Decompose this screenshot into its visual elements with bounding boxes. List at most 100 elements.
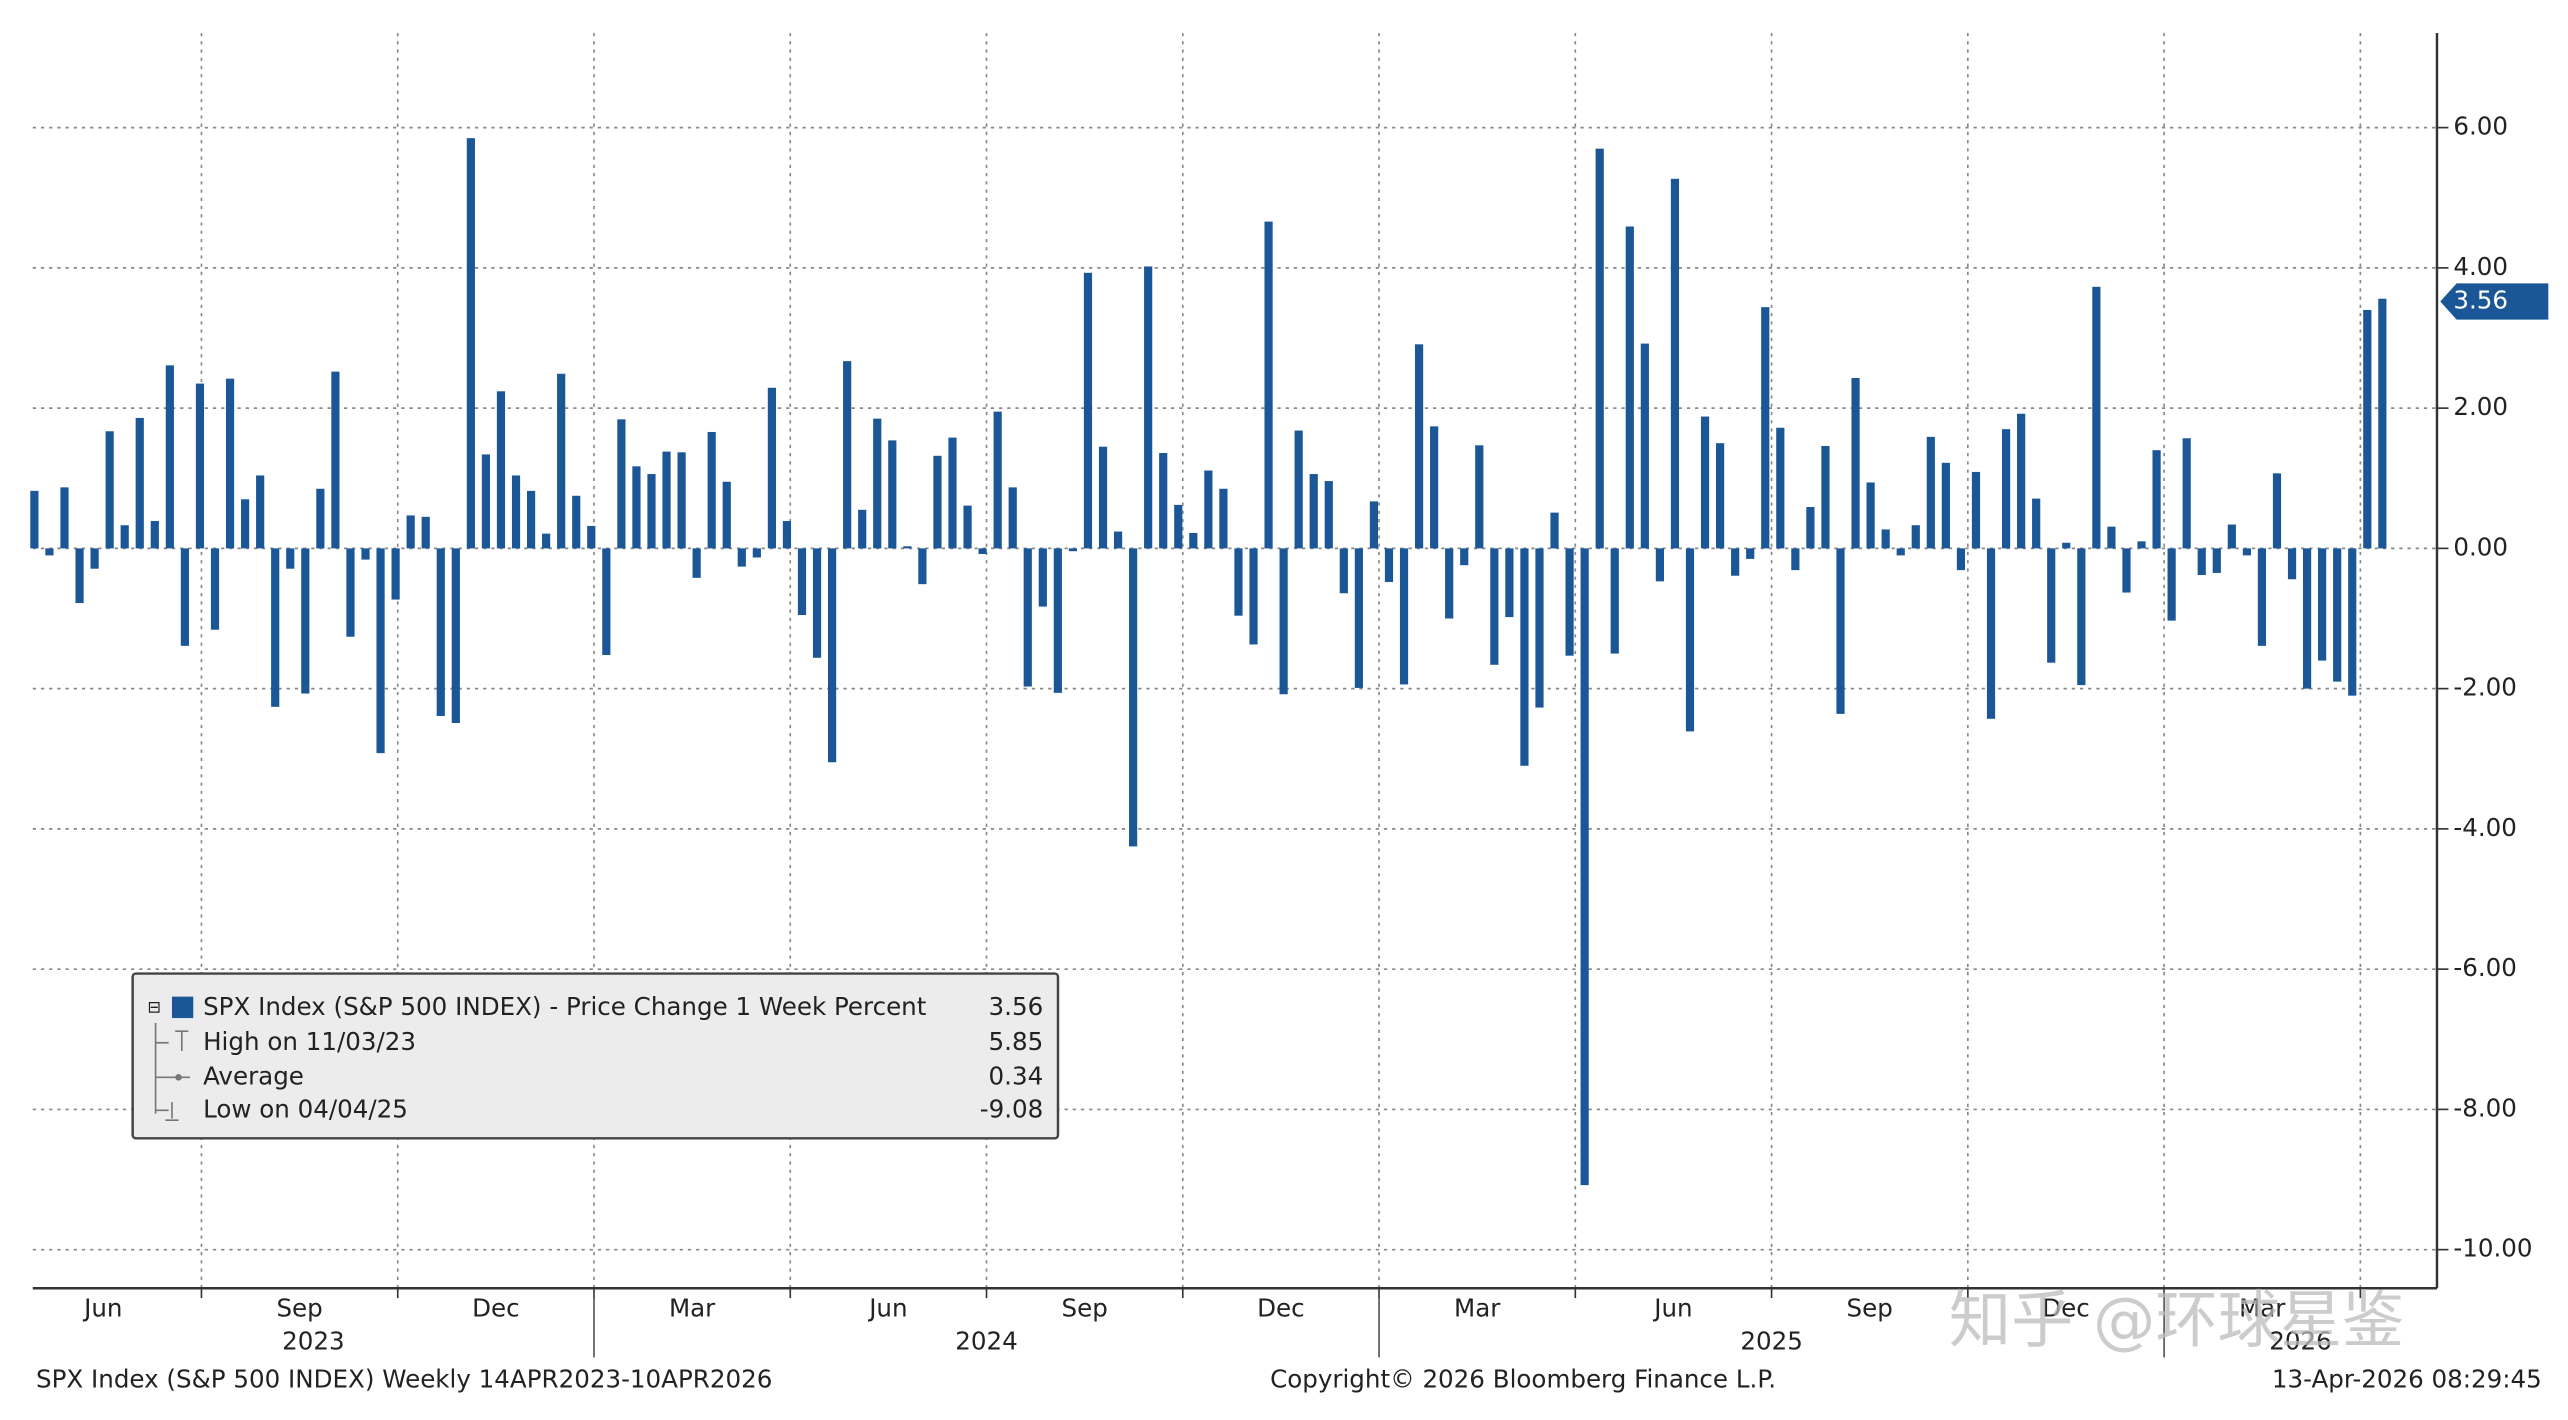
bar (496, 391, 506, 549)
bar (933, 455, 942, 549)
bar (210, 548, 220, 630)
bar (180, 548, 189, 646)
bar (662, 451, 671, 549)
bar (2212, 548, 2221, 573)
x-tick-label: Jun (1652, 1294, 1692, 1323)
bar (1098, 446, 1108, 549)
last-value-tag: 3.56 (2440, 283, 2549, 320)
bar (2257, 548, 2267, 646)
bar (617, 419, 626, 549)
bar (1129, 548, 1138, 847)
bar (1460, 548, 1469, 566)
x-tick-label: Dec (1257, 1294, 1305, 1323)
bar (1776, 427, 1785, 549)
bar (1685, 548, 1695, 732)
bar (1174, 504, 1183, 549)
bar (2318, 548, 2327, 661)
x-year-label: 2024 (955, 1327, 1017, 1356)
bar (2152, 450, 2161, 549)
bar (2122, 548, 2131, 593)
bar (1475, 445, 1484, 549)
bar (1113, 531, 1123, 549)
bar (1941, 462, 1950, 549)
bar (436, 548, 445, 716)
bar (2242, 548, 2251, 556)
bar (2137, 541, 2146, 549)
x-tick-label: Sep (1847, 1294, 1893, 1323)
bar (1550, 512, 1559, 549)
bar (135, 417, 144, 549)
bar (948, 437, 957, 549)
bar (1399, 548, 1409, 685)
bar (1159, 453, 1168, 549)
bar (858, 509, 867, 549)
bar (90, 548, 99, 569)
bar (1038, 548, 1047, 607)
y-tick-label: -8.00 (2453, 1093, 2517, 1122)
bar (1595, 148, 1604, 549)
bar (707, 431, 716, 549)
bar (752, 548, 761, 558)
bar (361, 548, 370, 560)
bar (406, 515, 415, 549)
bar (30, 490, 39, 549)
bar (782, 521, 792, 549)
bar (2227, 524, 2236, 549)
bar (1505, 548, 1514, 618)
bar (331, 371, 340, 549)
bar (812, 548, 822, 658)
y-tick-label: -10.00 (2453, 1234, 2532, 1263)
bar (888, 440, 897, 549)
bar (1565, 548, 1574, 656)
bar (2182, 438, 2191, 549)
bar (737, 548, 746, 567)
footer-center: Copyright© 2026 Bloomberg Finance L.P. (1270, 1364, 1776, 1393)
bar (1610, 548, 1619, 654)
bar (511, 475, 521, 549)
x-tick-label: Sep (1062, 1294, 1108, 1323)
y-tick-label: 4.00 (2453, 252, 2508, 281)
bar (150, 521, 159, 549)
bar (1986, 548, 1996, 719)
bar (2092, 286, 2101, 549)
bar (918, 548, 927, 585)
last-value-flag (2440, 283, 2549, 320)
bar (2378, 298, 2387, 549)
x-tick-label: Dec (2042, 1294, 2090, 1323)
bar (1339, 548, 1348, 594)
bar (1053, 548, 1062, 693)
bar (346, 548, 355, 637)
bar (993, 411, 1002, 549)
bar (391, 548, 400, 600)
bar (2287, 548, 2297, 580)
legend-average-icon (175, 1074, 182, 1081)
bar (316, 488, 325, 549)
bar (1264, 221, 1273, 549)
x-tick-label: Jun (82, 1294, 122, 1323)
bar (1866, 482, 1875, 549)
x-tick-label: Mar (1454, 1294, 1501, 1323)
legend-label: Average (203, 1061, 304, 1090)
x-tick-label: Mar (2239, 1294, 2286, 1323)
bar (572, 495, 581, 549)
bar (75, 548, 84, 604)
bar (1791, 548, 1800, 571)
bar (873, 418, 882, 549)
legend-label: High on 11/03/23 (203, 1027, 416, 1056)
legend-value: 0.34 (989, 1061, 1044, 1090)
y-tick-label: -4.00 (2453, 813, 2517, 842)
bar (1956, 548, 1966, 571)
bar (2167, 548, 2176, 621)
bar (1369, 501, 1379, 549)
legend-label: Low on 04/04/25 (203, 1094, 408, 1123)
legend-value: 5.85 (989, 1027, 1044, 1056)
bar (1700, 416, 1710, 549)
bar (843, 361, 852, 549)
bar (2302, 548, 2312, 689)
bar (602, 548, 611, 655)
bar (376, 548, 385, 754)
bar (1430, 426, 1439, 549)
